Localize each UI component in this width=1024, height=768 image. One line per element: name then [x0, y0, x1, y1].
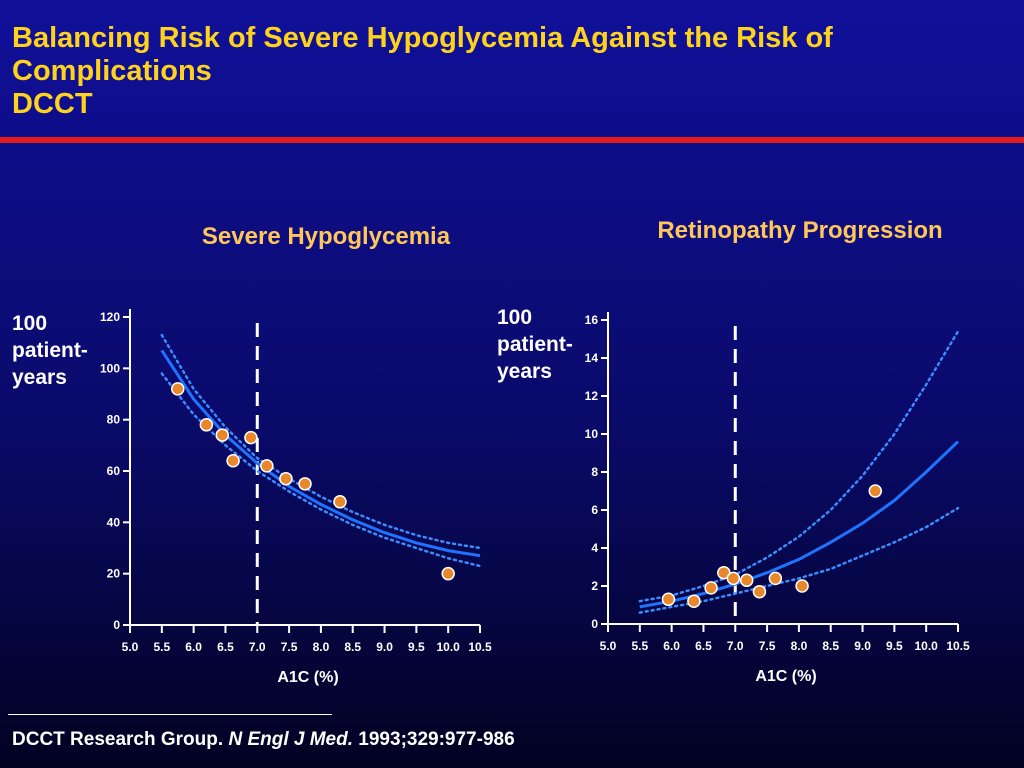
hypoglycemia-ci-lower-line [160, 372, 482, 568]
hypoglycemia-x-tick-label: 6.0 [185, 640, 202, 654]
retinopathy-y-tick-label: 0 [591, 617, 598, 631]
hypoglycemia-data-point [226, 453, 240, 468]
retinopathy-x-tick-label: 5.5 [631, 639, 648, 653]
hypoglycemia-x-tick-label: 5.0 [122, 640, 139, 654]
hypoglycemia-y-axis-label: 100 patient-years [12, 312, 88, 389]
hypoglycemia-x-tick-label: 6.5 [217, 640, 234, 654]
title-divider [0, 137, 1024, 143]
hypoglycemia-y-tick-label: 20 [107, 567, 121, 581]
hypoglycemia-y-tick-label: 100 [100, 361, 120, 375]
retinopathy-y-tick-label: 8 [591, 465, 598, 479]
hypoglycemia-x-tick-label: 10.0 [437, 640, 461, 654]
hypoglycemia-y-tick-label: 60 [107, 464, 121, 478]
retinopathy-data-point [704, 581, 718, 595]
citation-journal: N Engl J Med. [228, 729, 354, 750]
retinopathy-x-tick-label: 7.0 [727, 639, 744, 653]
citation-ref: 1993;329:977-986 [358, 729, 515, 750]
hypoglycemia-data-point [279, 471, 293, 486]
hypoglycemia-y-tick-label: 80 [107, 413, 121, 427]
retinopathy-x-tick-label: 6.5 [695, 639, 712, 653]
hypoglycemia-x-tick-label: 7.0 [249, 640, 266, 654]
retinopathy-data-point [661, 592, 676, 607]
hypoglycemia-y-tick-label: 40 [107, 515, 121, 529]
slide-title: Balancing Risk of Severe Hypoglycemia Ag… [12, 22, 1012, 121]
title-line-1: Balancing Risk of Severe Hypoglycemia Ag… [12, 22, 833, 54]
retinopathy-data-point [752, 584, 767, 599]
retinopathy-x-tick-label: 8.0 [791, 639, 808, 653]
hypoglycemia-x-tick-label: 7.5 [281, 640, 298, 654]
retinopathy-x-tick-label: 8.5 [822, 639, 839, 653]
hypoglycemia-data-point [244, 430, 258, 445]
hypoglycemia-y-tick-label: 120 [100, 310, 120, 324]
title-line-3: DCCT [12, 88, 93, 120]
hypoglycemia-x-axis-label: A1C (%) [277, 669, 338, 686]
citation-authors: DCCT Research Group. [12, 729, 224, 750]
hypoglycemia-data-point [215, 428, 230, 442]
retinopathy-data-point [868, 484, 883, 498]
retinopathy-x-tick-label: 6.0 [663, 639, 680, 653]
hypoglycemia-data-point [199, 418, 214, 432]
hypoglycemia-chart-title: Severe Hypoglycemia [201, 223, 451, 250]
retinopathy-data-point [768, 571, 783, 586]
hypoglycemia-x-tick-label: 9.0 [376, 640, 393, 654]
retinopathy-chart-title: Retinopathy Progression [657, 217, 943, 244]
hypoglycemia-fit-curve [160, 349, 481, 558]
retinopathy-x-tick-label: 10.5 [946, 639, 970, 653]
hypoglycemia-y-tick-label: 0 [113, 618, 120, 632]
hypoglycemia-x-tick-label: 8.5 [344, 640, 361, 654]
retinopathy-y-tick-label: 6 [591, 503, 598, 517]
retinopathy-y-axis-label: 100 patient-years [497, 306, 573, 383]
hypoglycemia-data-point [333, 495, 347, 509]
retinopathy-x-tick-label: 9.0 [854, 639, 871, 653]
hypoglycemia-x-tick-label: 8.0 [313, 640, 330, 654]
title-line-2: Complications [12, 55, 212, 87]
retinopathy-x-tick-label: 7.5 [759, 639, 776, 653]
retinopathy-y-tick-label: 12 [585, 389, 599, 403]
retinopathy-data-point [726, 571, 741, 586]
retinopathy-x-tick-label: 10.0 [915, 639, 939, 653]
retinopathy-y-tick-label: 2 [591, 579, 598, 593]
hypoglycemia-ci-upper-line [160, 333, 482, 550]
hypoglycemia-data-point [170, 382, 185, 396]
retinopathy-chart: 0 2 4 6 8 10 12 14 16 5.0 5.5 6.0 6.5 7.0 7.5 8.0 8.5 9.0… [585, 312, 970, 685]
hypoglycemia-data-point [441, 566, 455, 581]
hypoglycemia-x-tick-label: 10.5 [468, 640, 492, 654]
retinopathy-y-tick-label: 10 [585, 427, 599, 441]
hypoglycemia-chart: 0 20 40 60 80 100 120 5.0 5.5 6.0 6.5 7.0 7.5 8.0 8.5 9… [100, 309, 492, 686]
retinopathy-x-axis-label: A1C (%) [755, 668, 816, 685]
retinopathy-data-point [687, 594, 701, 608]
retinopathy-ci-upper-line [638, 330, 960, 603]
hypoglycemia-data-point [260, 459, 274, 473]
retinopathy-y-tick-label: 16 [585, 313, 599, 327]
footnote-divider [8, 714, 332, 715]
hypoglycemia-x-tick-label: 9.5 [408, 640, 425, 654]
retinopathy-y-tick-label: 4 [591, 541, 598, 555]
hypoglycemia-x-tick-label: 5.5 [153, 640, 170, 654]
citation: DCCT Research Group. N Engl J Med. 1993;… [12, 729, 515, 751]
retinopathy-data-point [795, 579, 809, 593]
retinopathy-x-tick-label: 9.5 [886, 639, 903, 653]
retinopathy-data-point [739, 573, 754, 588]
hypoglycemia-data-point [298, 477, 312, 491]
retinopathy-y-tick-label: 14 [585, 351, 599, 365]
retinopathy-x-tick-label: 5.0 [600, 639, 617, 653]
